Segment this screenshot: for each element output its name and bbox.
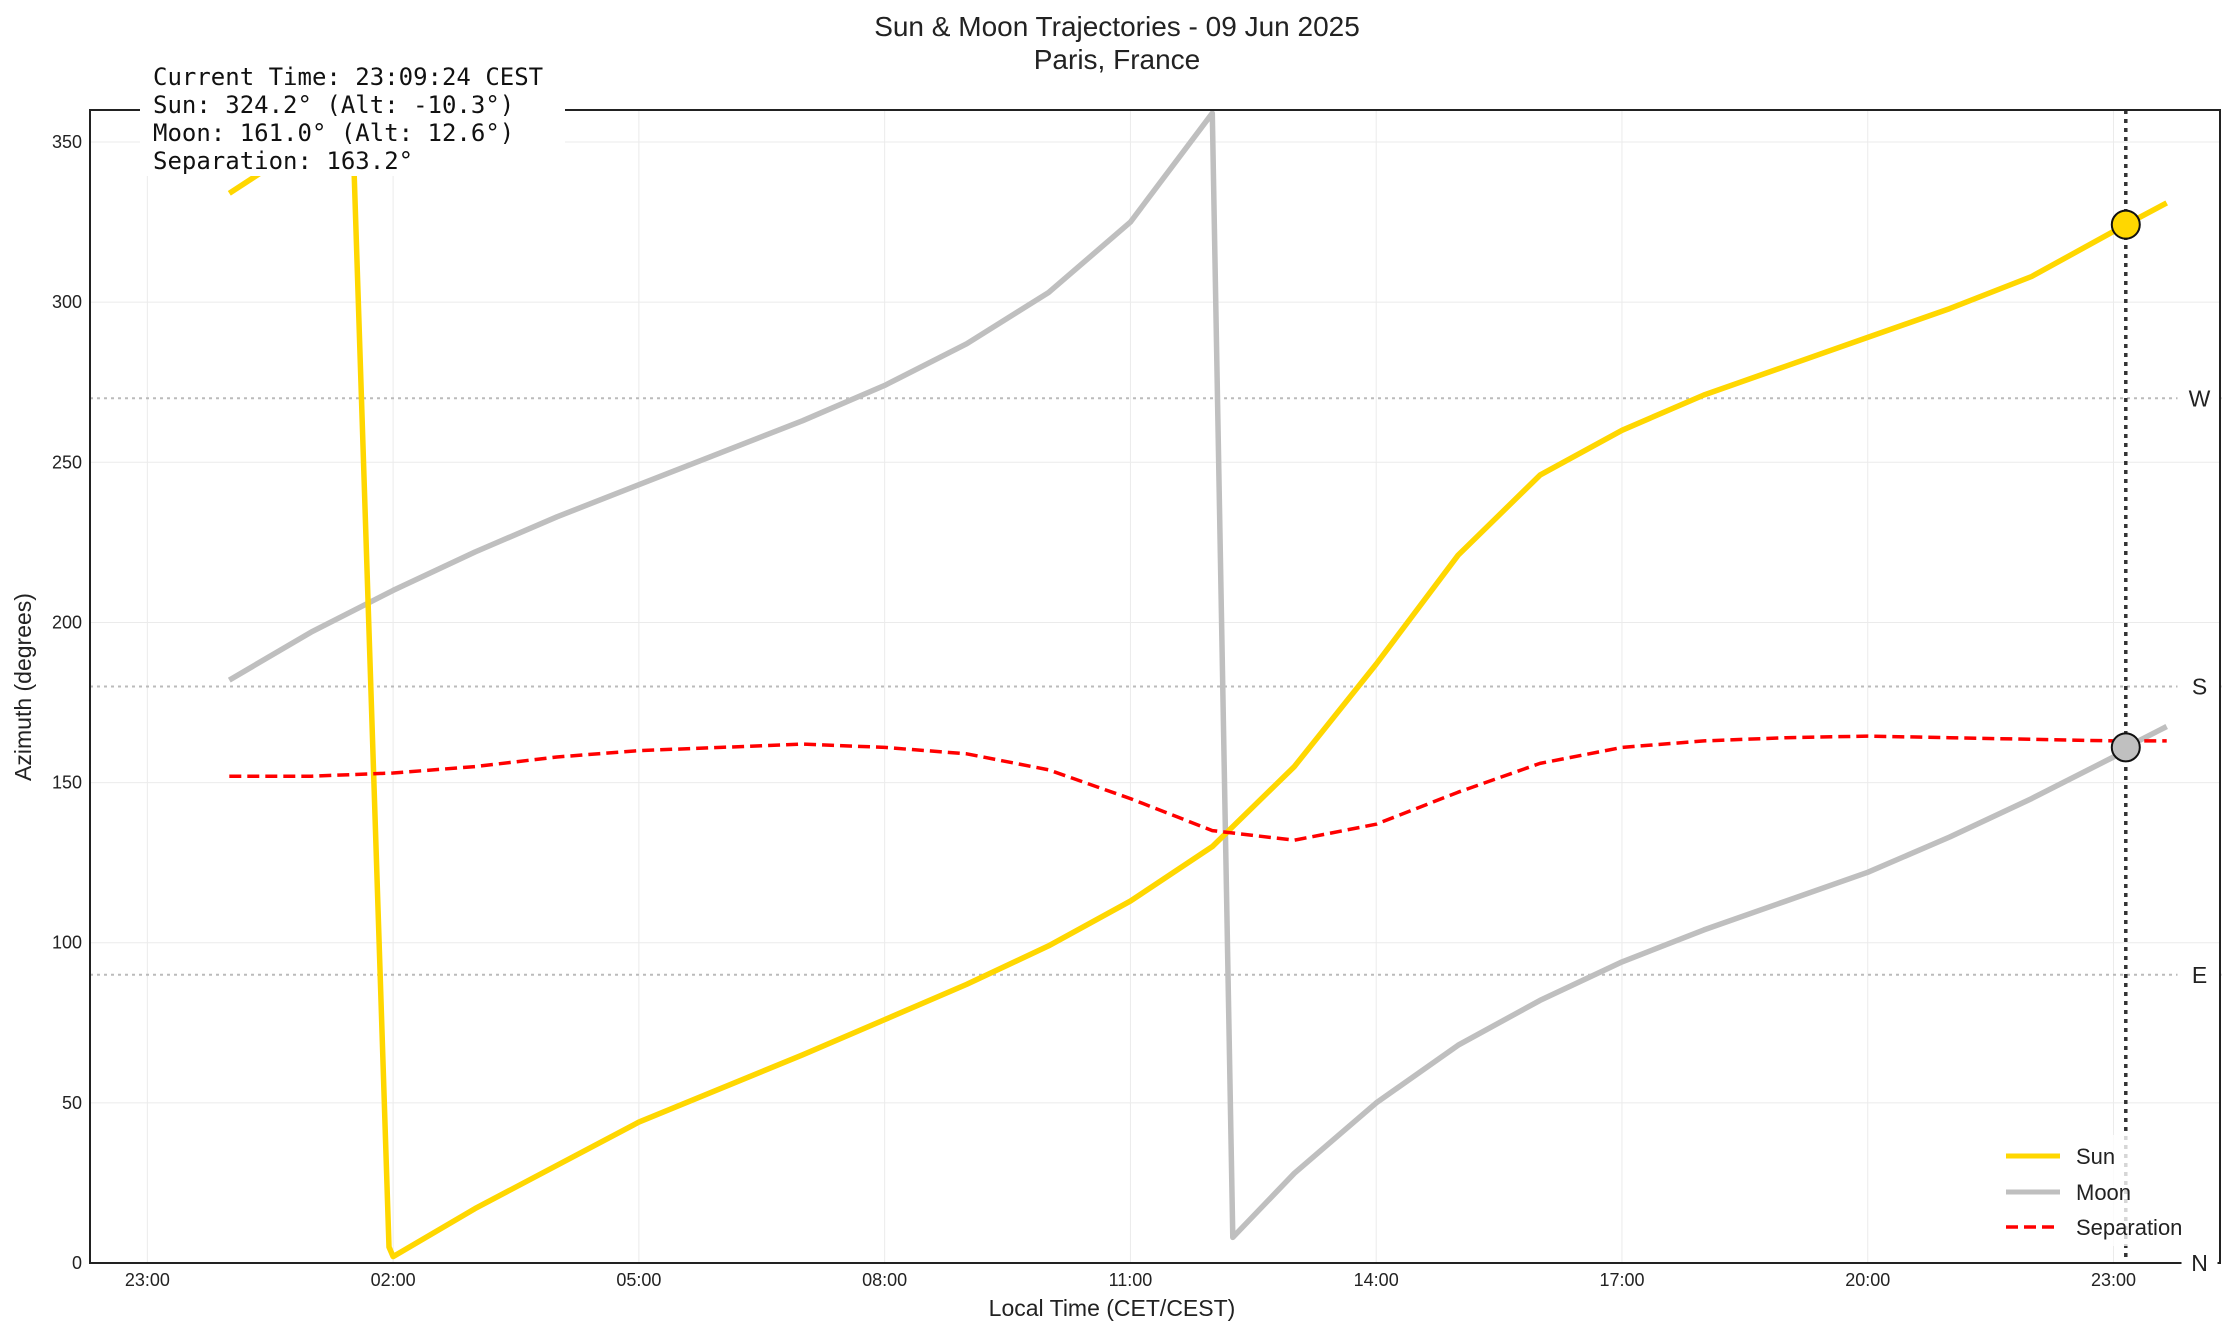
y-tick-label: 200 (52, 612, 82, 632)
series-moon (227, 110, 2168, 1241)
moon-current-marker (2110, 732, 2141, 763)
chart-subtitle: Paris, France (1034, 44, 1201, 75)
series-sun (227, 110, 2168, 1260)
y-tick-label: 300 (52, 292, 82, 312)
info-box-background (140, 58, 565, 176)
grid-layer (90, 110, 2220, 1264)
series-layer (227, 110, 2168, 1260)
x-tick-label: 20:00 (1845, 1270, 1890, 1290)
direction-label-W: W (2189, 385, 2211, 411)
x-tick-label: 23:00 (125, 1270, 170, 1290)
direction-label-bg (2181, 1249, 2218, 1277)
sun-current-marker (2110, 209, 2141, 240)
x-tick-label: 08:00 (862, 1270, 907, 1290)
series-separation (229, 734, 2167, 842)
x-axis-label: Local Time (CET/CEST) (989, 1295, 1236, 1321)
info-box: Current Time: 23:09:24 CEST Sun: 324.2° … (140, 58, 565, 176)
y-tick-label: 350 (52, 132, 82, 152)
y-axis-label: Azimuth (degrees) (10, 593, 36, 781)
x-tick-label: 14:00 (1354, 1270, 1399, 1290)
legend-sun-label: Sun (2076, 1144, 2115, 1169)
direction-label-S: S (2192, 674, 2207, 700)
direction-label-N: N (2191, 1250, 2208, 1276)
plot-frame (89, 109, 2221, 1264)
y-tick-label: 250 (52, 452, 82, 472)
legend-moon-label: Moon (2076, 1180, 2131, 1205)
axis-ticks: 23:00 02:00 05:00 08:00 11:00 14:00 17:00 20:00… (52, 132, 2136, 1290)
y-tick-label: 0 (72, 1253, 82, 1273)
info-moon: Moon: 161.0° (Alt: 12.6°) (153, 119, 514, 147)
y-tick-label: 100 (52, 933, 82, 953)
info-current-time: Current Time: 23:09:24 CEST (153, 63, 543, 91)
legend-separation-label: Separation (2076, 1215, 2182, 1240)
info-separation: Separation: 163.2° (153, 147, 413, 175)
x-tick-label: 11:00 (1109, 1270, 1153, 1290)
y-tick-label: 150 (52, 773, 82, 793)
y-tick-label: 50 (62, 1093, 82, 1113)
chart-title: Sun & Moon Trajectories - 09 Jun 2025 (874, 11, 1360, 42)
legend: Sun Moon Separation (1990, 1135, 2204, 1246)
x-tick-label: 02:00 (371, 1270, 416, 1290)
x-tick-label: 05:00 (616, 1270, 661, 1290)
x-tick-label: 23:00 (2091, 1270, 2136, 1290)
direction-label-E: E (2192, 962, 2207, 988)
x-tick-label: 17:00 (1599, 1270, 1644, 1290)
current-time-markers (2110, 110, 2141, 1263)
info-sun: Sun: 324.2° (Alt: -10.3°) (153, 91, 514, 119)
